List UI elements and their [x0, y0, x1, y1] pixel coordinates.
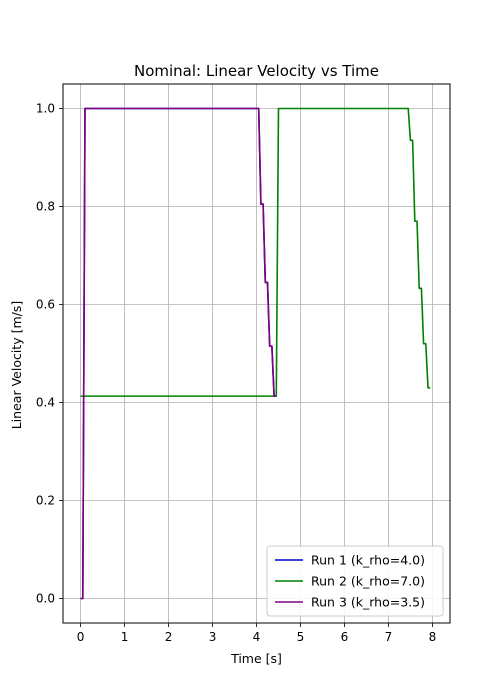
- y-axis-label: Linear Velocity [m/s]: [9, 301, 24, 430]
- chart-title: Nominal: Linear Velocity vs Time: [134, 62, 379, 80]
- legend: Run 1 (k_rho=4.0) Run 2 (k_rho=7.0) Run 3 …: [266, 545, 444, 617]
- series-line-run-3: [80, 107, 277, 600]
- legend-box: [266, 545, 444, 617]
- y-tick-label: 0.0: [36, 592, 55, 606]
- x-tick-label: 5: [297, 630, 305, 644]
- y-tick-label: 0.6: [36, 298, 55, 312]
- x-tick-label: 0: [77, 630, 85, 644]
- series-lines: [80, 107, 431, 600]
- y-tick-label: 0.4: [36, 396, 55, 410]
- x-tick-label: 1: [121, 630, 129, 644]
- legend-label-run-3: Run 3 (k_rho=3.5): [311, 595, 425, 610]
- x-tick-label: 2: [165, 630, 173, 644]
- x-tick-label: 6: [341, 630, 349, 644]
- x-tick-label: 4: [253, 630, 261, 644]
- y-tick-label: 1.0: [36, 102, 55, 116]
- x-tick-label: 3: [209, 630, 217, 644]
- x-tick-label: 8: [429, 630, 437, 644]
- y-tick-label: 0.2: [36, 494, 55, 508]
- legend-label-run-1: Run 1 (k_rho=4.0): [311, 553, 425, 568]
- series-line-run-2: [80, 107, 431, 397]
- x-axis-label: Time [s]: [230, 651, 282, 666]
- legend-label-run-2: Run 2 (k_rho=7.0): [311, 574, 425, 589]
- axis-ticks: 0 1 2 3 4 5 6 7 8 0.0 0.2 0.4 0.6 0.8 1.0: [36, 102, 436, 645]
- x-tick-label: 7: [385, 630, 393, 644]
- y-tick-label: 0.8: [36, 200, 55, 214]
